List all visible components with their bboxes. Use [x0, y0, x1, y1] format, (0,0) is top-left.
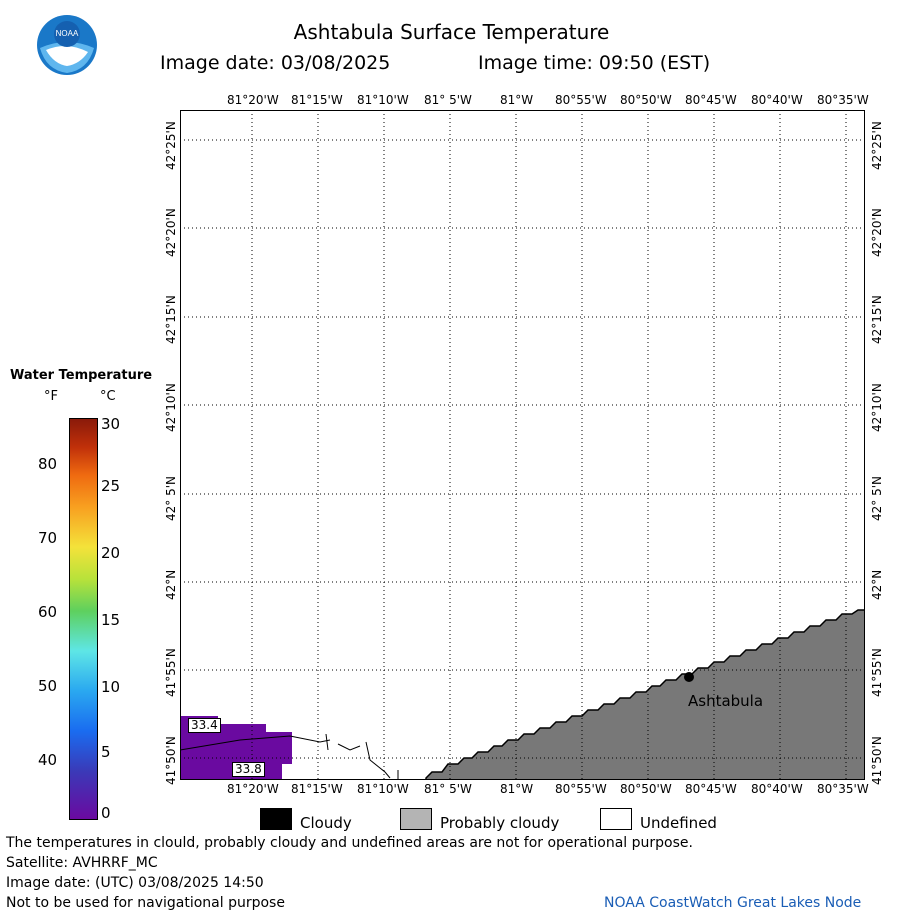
- lat-tick-right: 42°15'N: [870, 295, 884, 344]
- lat-tick-left: 41°55'N: [164, 648, 178, 697]
- image-date: Image date: 03/08/2025: [160, 52, 391, 74]
- lon-tick-bottom: 81°W: [500, 782, 534, 796]
- lat-tick-left: 42° 5'N: [164, 476, 178, 521]
- lat-tick-left: 41°50'N: [164, 736, 178, 785]
- unit-fahrenheit: °F: [44, 389, 58, 404]
- lat-tick-left: 42°25'N: [164, 121, 178, 170]
- undefined-label: Undefined: [640, 814, 717, 832]
- temp-label: 33.4: [188, 718, 221, 733]
- town-marker: [684, 672, 694, 682]
- f-tick: 80: [38, 455, 58, 473]
- lon-tick-bottom: 81° 5'W: [424, 782, 472, 796]
- c-tick: 10: [101, 678, 121, 696]
- image-time: Image time: 09:50 (EST): [478, 52, 711, 74]
- noaa-logo: NOAA: [37, 15, 97, 75]
- lon-tick-bottom: 80°50'W: [620, 782, 672, 796]
- probably-cloudy-label: Probably cloudy: [440, 814, 560, 832]
- lon-tick-bottom: 80°45'W: [685, 782, 737, 796]
- coastline: [365, 741, 391, 779]
- lat-tick-left: 42°10'N: [164, 383, 178, 432]
- lon-tick-top: 80°45'W: [685, 93, 737, 107]
- c-tick: 30: [101, 415, 121, 433]
- lon-tick-top: 80°50'W: [620, 93, 672, 107]
- lon-tick-bottom: 80°55'W: [555, 782, 607, 796]
- lat-tick-right: 42° 5'N: [870, 476, 884, 521]
- map-title: Ashtabula Surface Temperature: [293, 20, 610, 44]
- cloudy-label: Cloudy: [300, 814, 352, 832]
- coastline: [337, 743, 361, 751]
- lat-tick-left: 42°15'N: [164, 295, 178, 344]
- lat-tick-right: 41°50'N: [870, 736, 884, 785]
- footer-satellite: Satellite: AVHRRF_MC: [6, 855, 158, 871]
- legend-title: Water Temperature: [10, 368, 153, 383]
- lon-tick-top: 80°35'W: [817, 93, 869, 107]
- color-scale-bar: [69, 418, 98, 820]
- c-tick: 15: [101, 611, 121, 629]
- c-tick: 25: [101, 477, 121, 495]
- lon-tick-top: 81° 5'W: [424, 93, 472, 107]
- lat-tick-right: 42°25'N: [870, 121, 884, 170]
- lon-tick-bottom: 81°20'W: [227, 782, 279, 796]
- map-frame: [180, 110, 865, 780]
- footer-disclaimer: The temperatures in clould, probably clo…: [6, 835, 693, 851]
- land-area: [425, 609, 865, 780]
- lon-tick-bottom: 81°15'W: [291, 782, 343, 796]
- coastline: [325, 733, 329, 751]
- lat-tick-left: 42°20'N: [164, 208, 178, 257]
- f-tick: 50: [38, 677, 58, 695]
- c-tick: 5: [101, 743, 111, 761]
- lon-tick-top: 81°15'W: [291, 93, 343, 107]
- town-label: Ashtabula: [688, 692, 764, 710]
- f-tick: 70: [38, 529, 58, 547]
- lat-tick-right: 42°N: [870, 569, 884, 600]
- lon-tick-top: 81°10'W: [357, 93, 409, 107]
- f-tick: 60: [38, 603, 58, 621]
- coastline: [180, 735, 331, 751]
- credit-link[interactable]: NOAA CoastWatch Great Lakes Node: [604, 895, 862, 911]
- unit-celsius: °C: [100, 389, 116, 404]
- c-tick: 0: [101, 804, 111, 822]
- lon-tick-top: 80°55'W: [555, 93, 607, 107]
- footer-utc-date: Image date: (UTC) 03/08/2025 14:50: [6, 875, 264, 891]
- lat-tick-right: 41°55'N: [870, 648, 884, 697]
- probably-cloudy-swatch: [400, 808, 432, 830]
- lat-tick-right: 42°10'N: [870, 383, 884, 432]
- lat-tick-right: 42°20'N: [870, 208, 884, 257]
- svg-text:NOAA: NOAA: [56, 29, 79, 38]
- footer-navigation-note: Not to be used for navigational purpose: [6, 895, 285, 911]
- lat-tick-left: 42°N: [164, 569, 178, 600]
- undefined-swatch: [600, 808, 632, 830]
- lon-tick-bottom: 81°10'W: [357, 782, 409, 796]
- temp-label: 33.8: [232, 762, 265, 777]
- lon-tick-top: 81°20'W: [227, 93, 279, 107]
- lon-tick-top: 80°40'W: [751, 93, 803, 107]
- cloudy-swatch: [260, 808, 292, 830]
- lon-tick-bottom: 80°40'W: [751, 782, 803, 796]
- c-tick: 20: [101, 544, 121, 562]
- lon-tick-top: 81°W: [500, 93, 534, 107]
- f-tick: 40: [38, 751, 58, 769]
- lon-tick-bottom: 80°35'W: [817, 782, 869, 796]
